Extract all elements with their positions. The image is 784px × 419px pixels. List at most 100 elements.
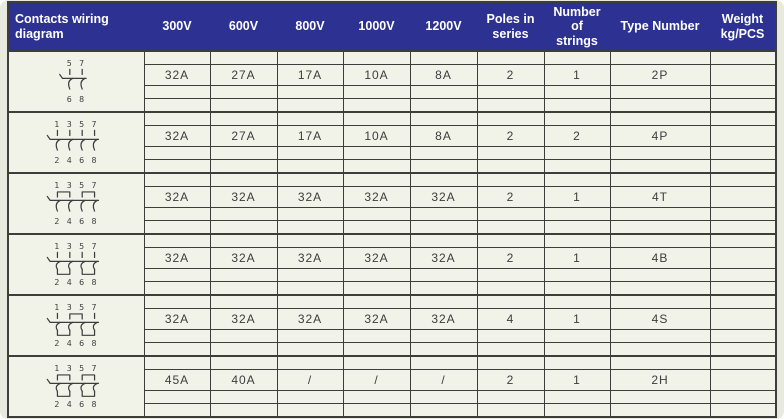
empty-cell xyxy=(342,281,411,296)
cell-1200v: 8A xyxy=(409,125,478,148)
cell-type-number: 4B xyxy=(609,247,711,270)
empty-cell xyxy=(609,342,711,357)
empty-cell xyxy=(276,390,344,405)
empty-cell xyxy=(476,172,545,188)
empty-cell xyxy=(409,98,478,113)
terminal-number: 6 xyxy=(79,217,85,226)
empty-cell xyxy=(476,159,545,174)
contacts-spec-table: Contacts wiring diagram 300V 600V 800V 1000V 1… xyxy=(7,0,777,419)
empty-cell xyxy=(342,220,411,235)
cell-300v: 45A xyxy=(143,369,211,392)
wire-segment xyxy=(46,378,100,384)
empty-cell xyxy=(143,98,211,113)
column-header-line: 1000V xyxy=(358,19,395,34)
wire-segment xyxy=(57,191,71,198)
wire-segment xyxy=(46,195,100,201)
empty-cell xyxy=(342,111,411,127)
cell-800v: 32A xyxy=(276,308,344,331)
table-row: 32A 27A 17A 10A 8A 2 1 2P xyxy=(8,64,777,87)
cell-300v: 32A xyxy=(143,186,211,209)
empty-cell xyxy=(476,111,545,127)
empty-cell xyxy=(342,98,411,113)
empty-cell xyxy=(609,98,711,113)
column-header-type-number: Type Number xyxy=(610,1,710,52)
column-header-line: diagram xyxy=(15,26,64,41)
terminal-number: 3 xyxy=(67,303,73,312)
empty-cell xyxy=(409,207,478,222)
empty-cell xyxy=(409,220,478,235)
empty-cell xyxy=(709,294,777,310)
cell-poles-in-series: 2 xyxy=(476,369,545,392)
table-subrow xyxy=(8,207,777,222)
terminal-number: 8 xyxy=(92,217,98,226)
empty-cell xyxy=(209,329,278,344)
wire-segment xyxy=(55,260,62,270)
cell-weight xyxy=(709,186,777,209)
wire-segment xyxy=(57,329,71,336)
empty-cell xyxy=(209,403,278,418)
wire-segment xyxy=(80,260,86,270)
cell-800v: 32A xyxy=(276,186,344,209)
empty-cell xyxy=(543,50,611,66)
empty-cell xyxy=(409,329,478,344)
empty-cell xyxy=(209,355,278,371)
empty-cell xyxy=(409,50,478,66)
cell-number-of-strings: 1 xyxy=(543,247,611,270)
empty-cell xyxy=(709,281,777,296)
terminal-number: 2 xyxy=(55,400,61,409)
table-subrow xyxy=(8,342,777,357)
empty-cell xyxy=(476,390,545,405)
cell-poles-in-series: 2 xyxy=(476,186,545,209)
empty-cell xyxy=(709,98,777,113)
empty-cell xyxy=(709,50,777,66)
cell-1000v: / xyxy=(342,369,411,392)
empty-cell xyxy=(342,390,411,405)
cell-800v: 17A xyxy=(276,125,344,148)
cell-weight xyxy=(709,247,777,270)
terminal-number: 1 xyxy=(55,303,61,312)
table-subrow xyxy=(8,329,777,344)
empty-cell xyxy=(709,233,777,249)
cell-1200v: 32A xyxy=(409,186,478,209)
empty-cell xyxy=(476,233,545,249)
empty-cell xyxy=(342,159,411,174)
wire-segment xyxy=(93,260,99,270)
cell-1000v: 10A xyxy=(342,125,411,148)
table-row: 45A 40A / //2 1 2H xyxy=(8,369,777,392)
wire-segment xyxy=(55,382,62,392)
wiring-diagram-4t: 1 3 5 7 2 4 6 8 xyxy=(46,181,100,226)
column-header-line: Contacts wiring xyxy=(15,12,109,27)
empty-cell xyxy=(709,172,777,188)
cell-600v: 32A xyxy=(209,186,278,209)
wire-segment xyxy=(68,199,74,212)
terminal-number: 8 xyxy=(92,339,98,348)
wire-segment xyxy=(59,73,87,79)
empty-cell xyxy=(543,281,611,296)
column-header-line: Number of xyxy=(553,4,601,34)
empty-cell xyxy=(476,281,545,296)
wire-segment xyxy=(46,134,100,140)
wire-segment xyxy=(80,199,86,212)
terminal-number: 5 xyxy=(67,59,73,68)
cell-600v: 27A xyxy=(209,125,278,148)
header-row: Contacts wiring diagram 300V 600V 800V 1000V 1… xyxy=(8,1,776,52)
terminal-number: 3 xyxy=(67,181,73,190)
column-header-line: Weight xyxy=(721,12,764,27)
cell-300v: 32A xyxy=(143,247,211,270)
empty-cell xyxy=(209,172,278,188)
empty-cell xyxy=(709,403,777,418)
empty-cell xyxy=(409,268,478,283)
empty-cell xyxy=(543,355,611,371)
cell-number-of-strings: 2 xyxy=(543,125,611,148)
cell-1000v: 32A xyxy=(342,247,411,270)
empty-cell xyxy=(342,146,411,161)
terminal-number: 3 xyxy=(67,364,73,373)
empty-cell xyxy=(143,329,211,344)
empty-cell xyxy=(409,159,478,174)
